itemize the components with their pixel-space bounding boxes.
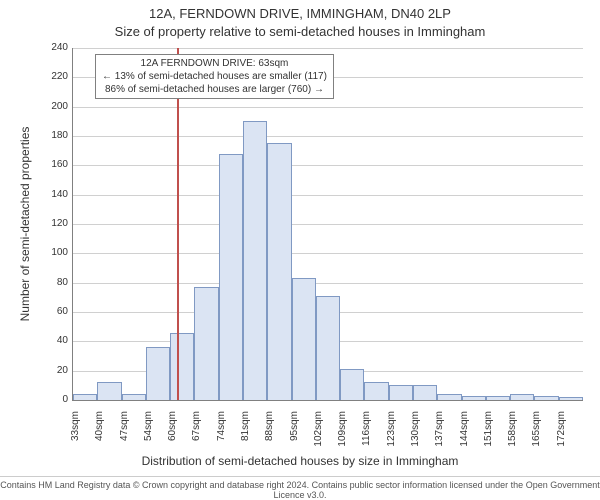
gridline [73,195,583,196]
y-tick-label: 120 [38,219,68,229]
histogram-bar [194,287,218,400]
title-line-2: Size of property relative to semi-detach… [0,24,600,39]
y-tick-label: 180 [38,131,68,141]
x-tick-label: 102sqm [314,411,324,461]
histogram-bar [413,385,437,400]
histogram-bar [534,396,558,400]
y-tick-label: 80 [38,278,68,288]
y-tick-label: 0 [38,395,68,405]
histogram-bar [146,347,170,400]
y-tick-label: 20 [38,366,68,376]
x-tick-label: 95sqm [290,411,300,461]
y-tick-label: 240 [38,43,68,53]
x-tick-label: 88sqm [265,411,275,461]
histogram-bar [122,394,146,400]
histogram-bar [462,396,486,400]
gridline [73,107,583,108]
chart-container: 12A, FERNDOWN DRIVE, IMMINGHAM, DN40 2LP… [0,0,600,500]
x-tick-label: 116sqm [362,411,372,461]
gridline [73,224,583,225]
gridline [73,253,583,254]
x-tick-label: 151sqm [484,411,494,461]
y-tick-label: 60 [38,307,68,317]
histogram-bar [316,296,340,400]
x-tick-label: 158sqm [508,411,518,461]
x-tick-label: 54sqm [144,411,154,461]
reference-line [177,48,179,400]
histogram-bar [510,394,534,400]
gridline [73,283,583,284]
histogram-bar [486,396,510,400]
x-tick-label: 123sqm [387,411,397,461]
x-tick-label: 165sqm [532,411,542,461]
histogram-bar [219,154,243,400]
y-tick-label: 100 [38,248,68,258]
x-tick-label: 81sqm [241,411,251,461]
histogram-bar [437,394,461,400]
histogram-bar [97,382,121,400]
histogram-bar [170,333,194,400]
histogram-bar [389,385,413,400]
y-axis-label: Number of semi-detached properties [18,48,32,400]
histogram-bar [243,121,267,400]
gridline [73,165,583,166]
plot-area [72,48,583,401]
histogram-bar [364,382,388,400]
y-tick-label: 200 [38,102,68,112]
annotation-line-2: ← 13% of semi-detached houses are smalle… [102,70,327,83]
x-tick-label: 40sqm [95,411,105,461]
histogram-bar [340,369,364,400]
x-tick-label: 172sqm [557,411,567,461]
y-tick-label: 220 [38,72,68,82]
x-tick-label: 47sqm [120,411,130,461]
annotation-line-3: 86% of semi-detached houses are larger (… [102,83,327,96]
footer-attribution: Contains HM Land Registry data © Crown c… [0,476,600,500]
y-tick-label: 160 [38,160,68,170]
x-tick-label: 109sqm [338,411,348,461]
histogram-bar [559,397,583,400]
annotation-box: 12A FERNDOWN DRIVE: 63sqm ← 13% of semi-… [95,54,334,99]
gridline [73,48,583,49]
title-line-1: 12A, FERNDOWN DRIVE, IMMINGHAM, DN40 2LP [0,6,600,21]
x-tick-label: 130sqm [411,411,421,461]
x-tick-label: 33sqm [71,411,81,461]
y-tick-label: 140 [38,190,68,200]
annotation-line-1: 12A FERNDOWN DRIVE: 63sqm [102,57,327,70]
x-tick-label: 67sqm [192,411,202,461]
x-tick-label: 74sqm [217,411,227,461]
histogram-bar [267,143,291,400]
histogram-bar [292,278,316,400]
histogram-bar [73,394,97,400]
y-tick-label: 40 [38,336,68,346]
x-tick-label: 137sqm [435,411,445,461]
x-tick-label: 144sqm [460,411,470,461]
x-tick-label: 60sqm [168,411,178,461]
gridline [73,136,583,137]
